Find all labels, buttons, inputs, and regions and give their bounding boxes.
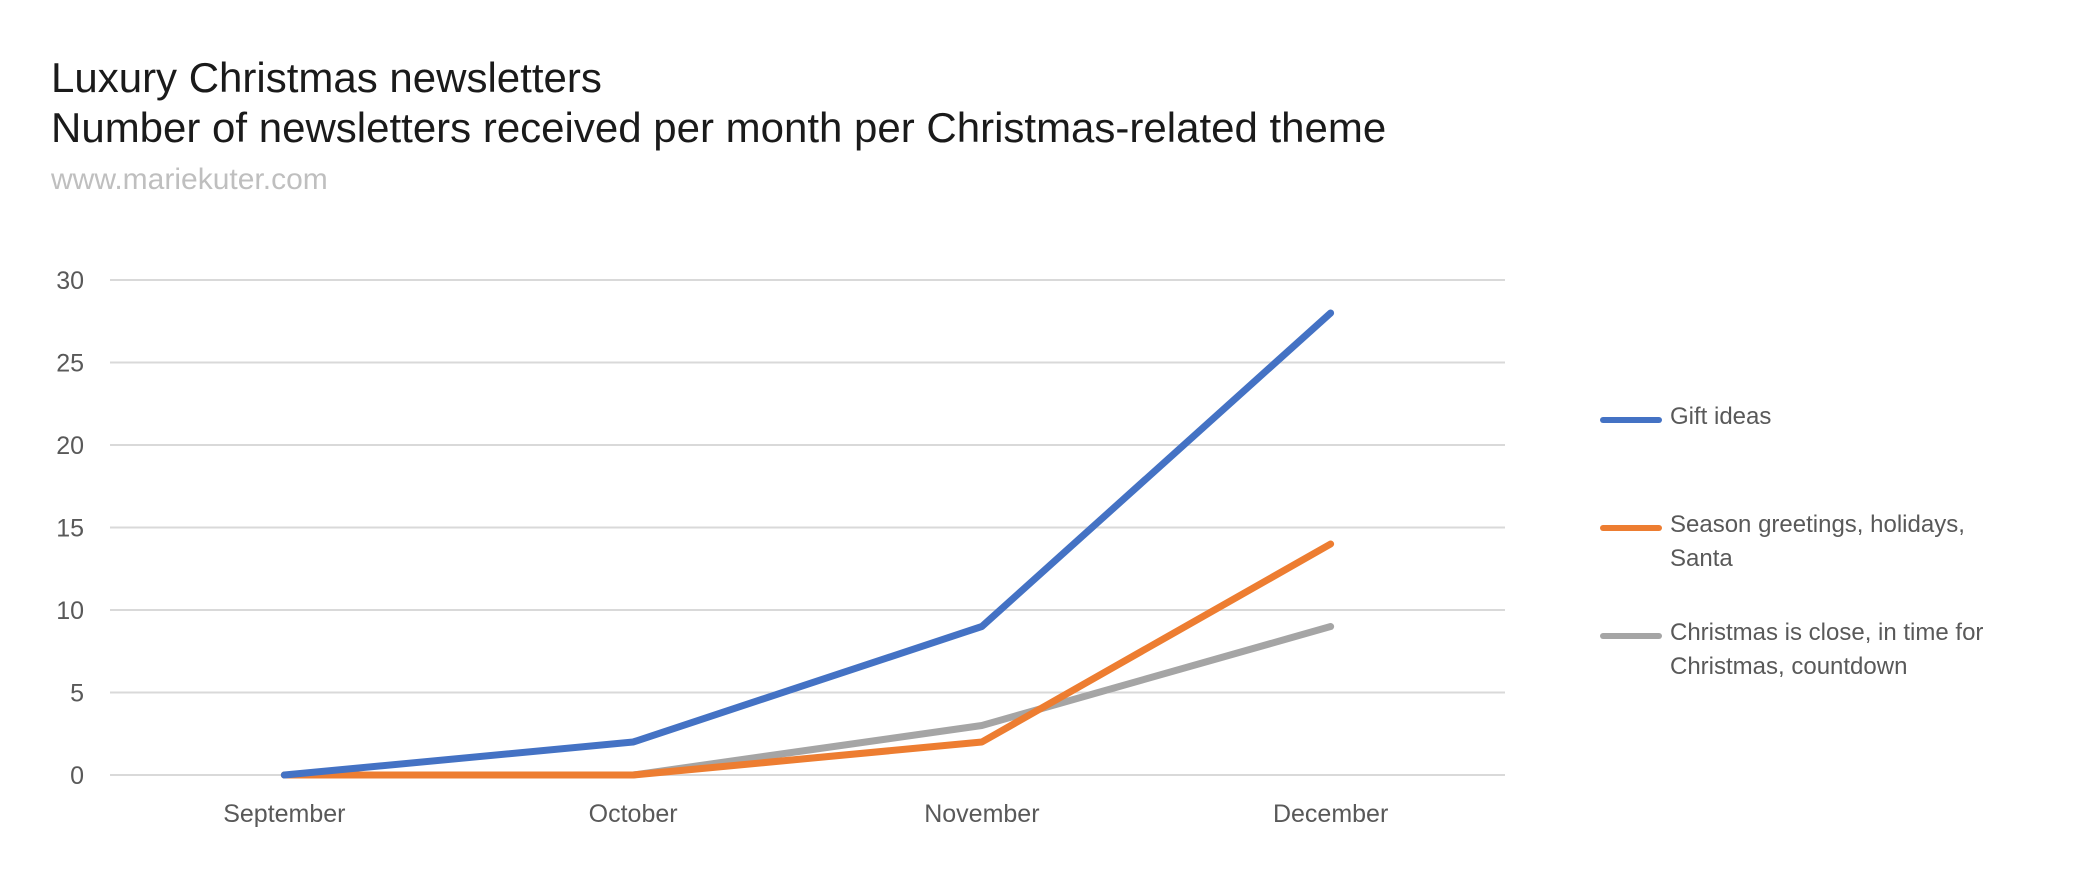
series-lines (280, 309, 1335, 779)
axis-labels: 0 5 10 15 20 25 30 September October November Dece… (56, 267, 1388, 828)
y-tick-label: 30 (56, 267, 84, 295)
legend-item-season-greetings: Season greetings, holidays, Santa (1600, 508, 2030, 576)
series-line (280, 623, 1335, 779)
y-tick-label: 10 (56, 597, 84, 625)
x-tick-label: September (223, 800, 345, 828)
legend-swatch (1600, 633, 1662, 639)
legend-item-gift-ideas: Gift ideas (1600, 400, 2030, 434)
x-tick-label: November (924, 800, 1039, 828)
legend-label: Gift ideas (1670, 403, 1772, 430)
series-line (280, 540, 1335, 779)
chart-title: Luxury Christmas newsletters (51, 54, 602, 101)
x-tick-label: December (1273, 800, 1388, 828)
y-tick-label: 20 (56, 432, 84, 460)
chart-source: www.mariekuter.com (51, 163, 328, 196)
y-tick-label: 25 (56, 350, 84, 378)
legend-label: Christmas is close, in time for Christma… (1670, 619, 1984, 680)
y-tick-label: 0 (70, 762, 84, 790)
legend-swatch (1600, 525, 1662, 531)
x-tick-label: October (589, 800, 678, 828)
legend-item-christmas-close: Christmas is close, in time for Christma… (1600, 616, 2030, 684)
series-line (280, 309, 1335, 779)
gridlines (110, 279, 1505, 776)
chart-subtitle: Number of newsletters received per month… (51, 104, 1387, 151)
legend-label: Season greetings, holidays, Santa (1670, 511, 1965, 572)
y-tick-label: 15 (56, 515, 84, 543)
y-tick-label: 5 (70, 680, 84, 708)
legend-swatch (1600, 417, 1662, 423)
